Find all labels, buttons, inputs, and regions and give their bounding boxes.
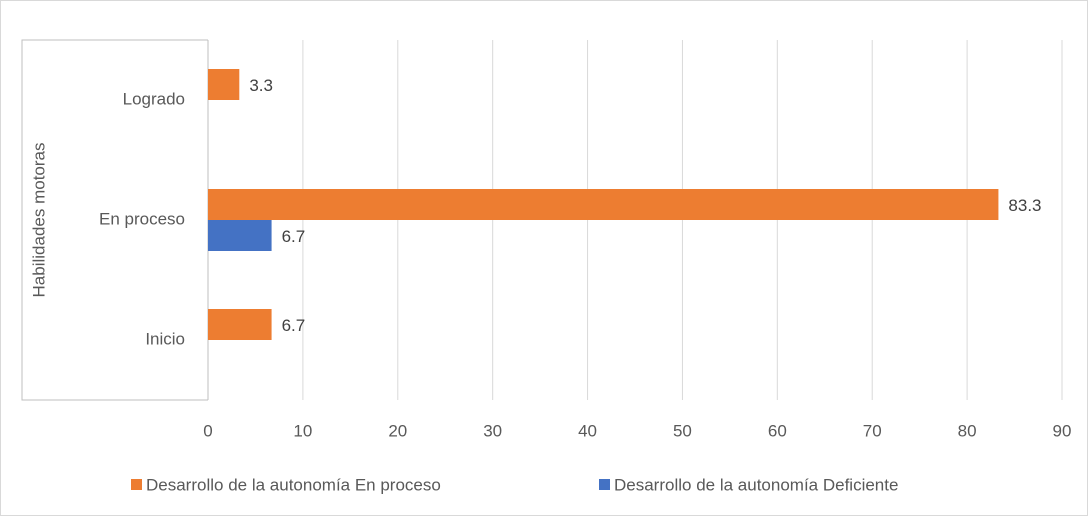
x-tick-label: 90 <box>1053 421 1072 440</box>
x-tick-label: 0 <box>203 421 212 440</box>
data-label: 83.3 <box>1008 196 1041 215</box>
category-label: Inicio <box>145 329 185 348</box>
data-label: 6.7 <box>282 316 306 335</box>
category-label: En proceso <box>99 209 185 228</box>
legend-label: Desarrollo de la autonomía Deficiente <box>614 475 898 494</box>
legend-label: Desarrollo de la autonomía En proceso <box>146 475 441 494</box>
category-label: Logrado <box>123 89 185 108</box>
y-axis-label: Habilidades motoras <box>29 143 48 298</box>
x-tick-label: 40 <box>578 421 597 440</box>
x-tick-label: 30 <box>483 421 502 440</box>
x-tick-label: 20 <box>388 421 407 440</box>
bar <box>208 309 272 340</box>
bar <box>208 189 999 220</box>
data-label: 6.7 <box>282 227 306 246</box>
x-tick-label: 10 <box>293 421 312 440</box>
x-tick-label: 50 <box>673 421 692 440</box>
x-tick-label: 80 <box>958 421 977 440</box>
x-tick-label: 60 <box>768 421 787 440</box>
bar <box>208 220 272 251</box>
data-label: 3.3 <box>249 76 273 95</box>
x-tick-label: 70 <box>863 421 882 440</box>
bar <box>208 69 240 100</box>
category-axis-box <box>21 39 208 401</box>
legend-swatch <box>131 479 142 490</box>
legend-swatch <box>599 479 610 490</box>
